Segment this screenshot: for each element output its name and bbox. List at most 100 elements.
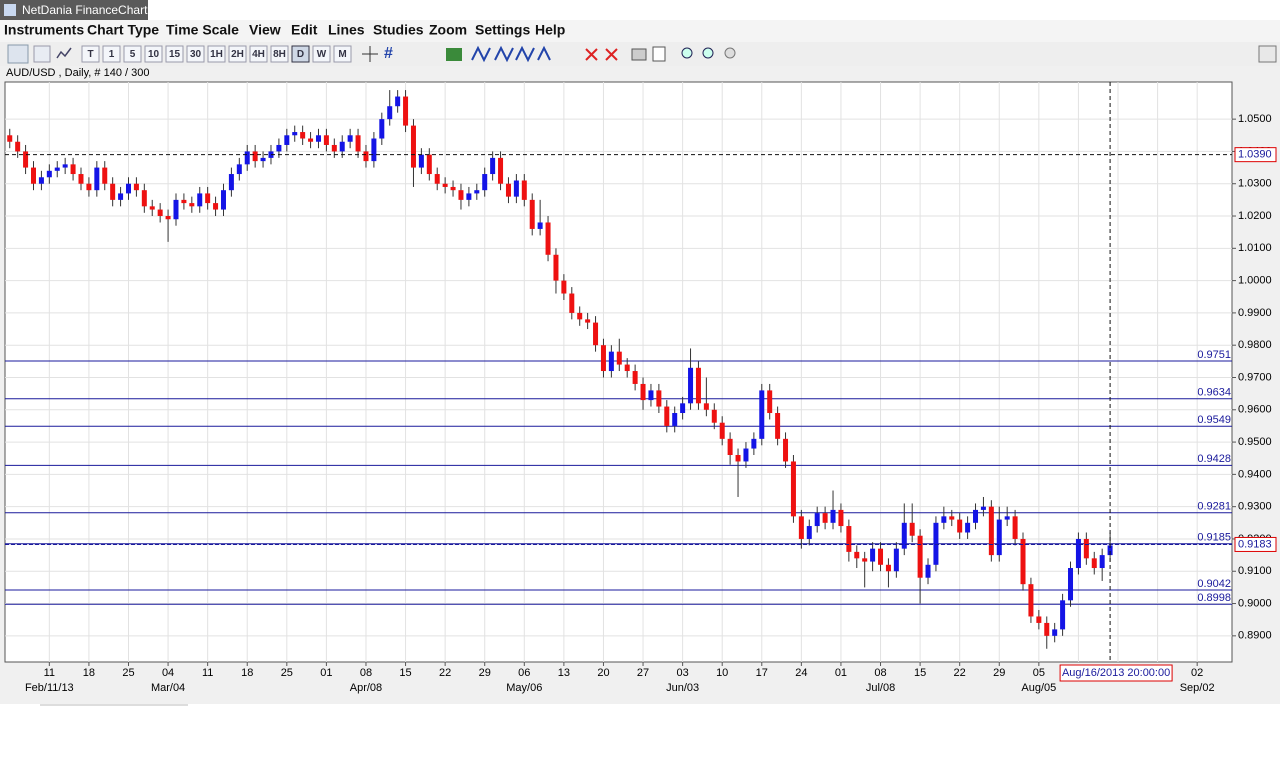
tool-button[interactable]	[312, 45, 331, 63]
y-tick-label: 0.9800	[1238, 339, 1272, 351]
tool-button-label[interactable]: 1H	[210, 49, 223, 60]
tool-icon[interactable]: #	[384, 45, 393, 62]
candle-body	[213, 203, 219, 210]
candle-body	[1107, 545, 1113, 556]
tool-button[interactable]	[81, 45, 100, 63]
candle-body	[600, 345, 606, 372]
tool-button-label[interactable]: T	[87, 49, 93, 60]
tool-button-label[interactable]: 30	[190, 49, 202, 60]
candle-body	[70, 164, 76, 175]
y-tick-label: 0.9500	[1238, 436, 1272, 448]
tool-icon[interactable]	[1258, 45, 1277, 63]
candle-body	[973, 509, 979, 523]
tool-button[interactable]	[165, 45, 184, 63]
y-tick-label: 0.9300	[1238, 501, 1272, 513]
title-bar	[0, 0, 1280, 20]
candle-body	[38, 177, 44, 184]
y-tick-label: 0.9700	[1238, 371, 1272, 383]
tool-icon[interactable]	[702, 47, 714, 59]
tool-icon[interactable]	[631, 48, 647, 61]
tool-icon[interactable]	[724, 47, 736, 59]
tool-button-label[interactable]: W	[317, 49, 327, 60]
menu-item[interactable]: Instruments	[4, 22, 84, 38]
tool-button[interactable]	[228, 45, 247, 63]
tool-icon[interactable]	[652, 46, 666, 62]
tool-button-label[interactable]: 1	[109, 49, 115, 60]
candle-body	[1099, 555, 1105, 569]
candle-body	[1036, 616, 1042, 623]
menu-item[interactable]: Settings	[475, 22, 530, 38]
x-tick-label: 06	[518, 667, 530, 679]
tool-button-label[interactable]: 15	[169, 49, 181, 60]
candle-body	[1068, 568, 1074, 601]
tool-button[interactable]	[249, 45, 268, 63]
window-title: NetDania FinanceChart	[22, 3, 148, 17]
tool-button[interactable]	[144, 45, 163, 63]
tool-icon[interactable]	[681, 47, 693, 59]
x-month-label: May/06	[506, 682, 542, 694]
x-month-label: Jul/08	[866, 682, 895, 694]
tool-icon[interactable]	[515, 45, 535, 63]
menu-item[interactable]: Studies	[373, 22, 424, 38]
tool-icon[interactable]	[471, 45, 491, 63]
tool-icon[interactable]	[56, 47, 72, 59]
candle-body	[387, 106, 393, 120]
candle-body	[537, 222, 543, 229]
tool-button-label[interactable]: 5	[130, 49, 136, 60]
candle-body	[608, 351, 614, 372]
x-month-label: Apr/08	[350, 682, 382, 694]
candle-body	[94, 167, 100, 191]
candle-body	[268, 151, 274, 158]
candle-body	[925, 564, 931, 578]
candle-body	[252, 151, 258, 162]
candle-body	[521, 180, 527, 200]
menu-item[interactable]: Help	[535, 22, 565, 38]
candle-body	[711, 409, 717, 423]
tool-button[interactable]	[291, 45, 310, 63]
candle-body	[220, 190, 226, 210]
tool-icon[interactable]	[585, 48, 598, 61]
tool-button-label[interactable]: 10	[148, 49, 160, 60]
candle-body	[197, 193, 203, 207]
tool-button-label[interactable]: 2H	[231, 49, 244, 60]
tool-button-label[interactable]: M	[338, 49, 346, 60]
x-month-label: Sep/02	[1180, 682, 1215, 694]
menu-item[interactable]: Chart Type	[87, 22, 159, 38]
candle-body	[893, 548, 899, 572]
tool-icon[interactable]	[446, 48, 462, 61]
tool-icon[interactable]	[537, 45, 551, 61]
candle-body	[157, 209, 163, 217]
candle-body	[870, 548, 876, 562]
tool-button-label[interactable]: 4H	[252, 49, 265, 60]
tool-button-label[interactable]: D	[297, 49, 304, 60]
x-tick-label: 29	[479, 667, 491, 679]
tool-button[interactable]	[102, 45, 121, 63]
candle-body	[1091, 558, 1097, 569]
menu-item[interactable]: Edit	[291, 22, 318, 38]
candle-body	[315, 135, 321, 142]
x-tick-label: 18	[83, 667, 95, 679]
menu-item[interactable]: Zoom	[429, 22, 467, 38]
tool-icon[interactable]	[7, 44, 29, 64]
x-tick-label: 15	[399, 667, 411, 679]
menu-item[interactable]: View	[249, 22, 281, 38]
tool-button-label[interactable]: 8H	[273, 49, 286, 60]
y-tick-label: 0.9400	[1238, 468, 1272, 480]
menu-item[interactable]: Lines	[328, 22, 365, 38]
tool-button[interactable]	[270, 45, 289, 63]
level-label: 0.9281	[1197, 501, 1231, 513]
x-tick-label: 25	[281, 667, 293, 679]
tool-icon[interactable]	[605, 48, 618, 61]
candle-body	[577, 312, 583, 320]
candle-body	[1004, 516, 1010, 520]
tool-icon[interactable]	[33, 45, 51, 63]
candle-body	[727, 438, 733, 455]
candle-body	[854, 551, 860, 559]
tool-icon[interactable]	[494, 45, 514, 63]
menu-item[interactable]: Time Scale	[166, 22, 239, 38]
candle-body	[118, 193, 124, 200]
tool-button[interactable]	[123, 45, 142, 63]
tool-button[interactable]	[186, 45, 205, 63]
tool-button[interactable]	[207, 45, 226, 63]
tool-button[interactable]	[333, 45, 352, 63]
